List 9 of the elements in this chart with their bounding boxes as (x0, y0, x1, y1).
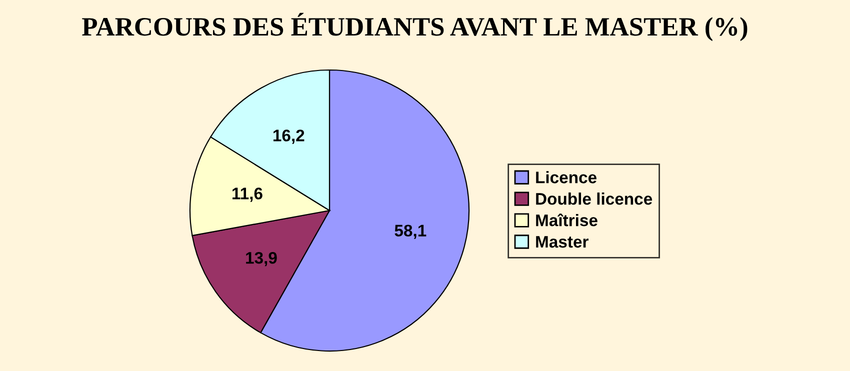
data-label: 16,2 (273, 130, 304, 144)
legend-label: Maîtrise (536, 214, 598, 226)
data-label: 11,6 (232, 188, 262, 202)
chart-title: PARCOURS DES ÉTUDIANTS AVANT LE MASTER (%) (82, 12, 748, 42)
legend-label: Double licence (536, 192, 652, 205)
data-label: 13,9 (246, 252, 277, 266)
legend-label: Master (536, 236, 588, 248)
legend-label: Licence (536, 171, 596, 184)
data-label: 58,1 (394, 224, 426, 239)
